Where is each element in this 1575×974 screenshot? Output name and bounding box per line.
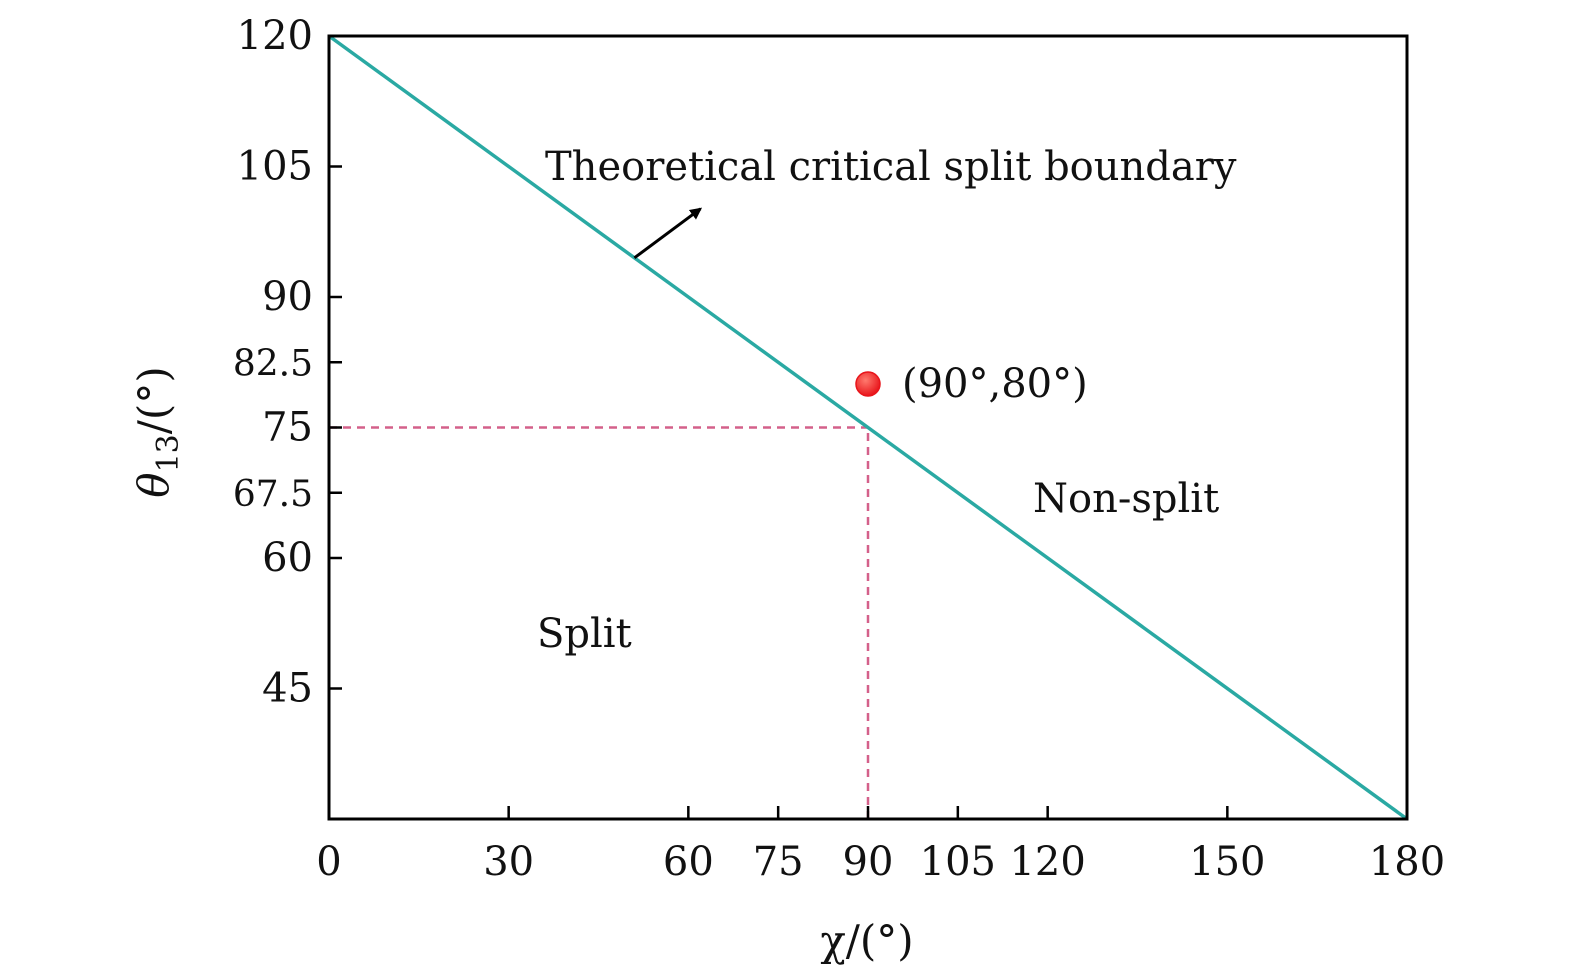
data-point-label: (90°,80°) bbox=[902, 361, 1088, 407]
boundary-arrow bbox=[633, 207, 703, 260]
series-line-boundary bbox=[327, 34, 1409, 821]
y-axis-ticks: 45 60 67.5 75 82.5 90 105 120 bbox=[233, 13, 342, 712]
y-axis-subscript: 13 bbox=[151, 434, 186, 472]
y-tick-label: 105 bbox=[237, 144, 313, 190]
y-axis-title: θ13/(°) bbox=[129, 366, 186, 497]
y-axis-symbol: θ bbox=[129, 472, 178, 497]
boundary-label: Theoretical critical split boundary bbox=[545, 144, 1237, 190]
x-tick-label: 60 bbox=[663, 839, 714, 885]
x-tick-label: 30 bbox=[483, 839, 534, 885]
y-tick-label: 45 bbox=[262, 666, 313, 712]
x-tick-label: 120 bbox=[1009, 839, 1085, 885]
series-layer bbox=[327, 34, 1409, 821]
x-tick-label: 0 bbox=[316, 839, 341, 885]
y-tick-label: 90 bbox=[262, 274, 313, 320]
y-tick-label: 60 bbox=[262, 535, 313, 581]
points-layer: (90°,80°) bbox=[855, 361, 1088, 407]
data-point bbox=[855, 371, 881, 397]
y-tick-label: 75 bbox=[262, 405, 313, 451]
region-label-non-split: Non-split bbox=[1033, 476, 1219, 522]
y-tick-label: 67.5 bbox=[233, 474, 313, 515]
x-axis-ticks: 0 30 60 75 90 105 120 150 180 bbox=[316, 806, 1445, 885]
x-tick-label: 105 bbox=[920, 839, 996, 885]
y-axis-unit: /(°) bbox=[129, 366, 178, 434]
y-tick-label: 120 bbox=[237, 13, 313, 59]
boundary-annotation: Theoretical critical split boundary bbox=[545, 144, 1237, 260]
x-tick-label: 90 bbox=[843, 839, 894, 885]
x-tick-label: 150 bbox=[1189, 839, 1265, 885]
x-tick-label: 75 bbox=[753, 839, 804, 885]
y-tick-label: 82.5 bbox=[233, 343, 313, 384]
x-tick-label: 180 bbox=[1369, 839, 1445, 885]
x-axis-title: χ/(°) bbox=[820, 916, 913, 965]
reference-lines bbox=[329, 426, 870, 819]
region-label-split: Split bbox=[537, 611, 632, 657]
